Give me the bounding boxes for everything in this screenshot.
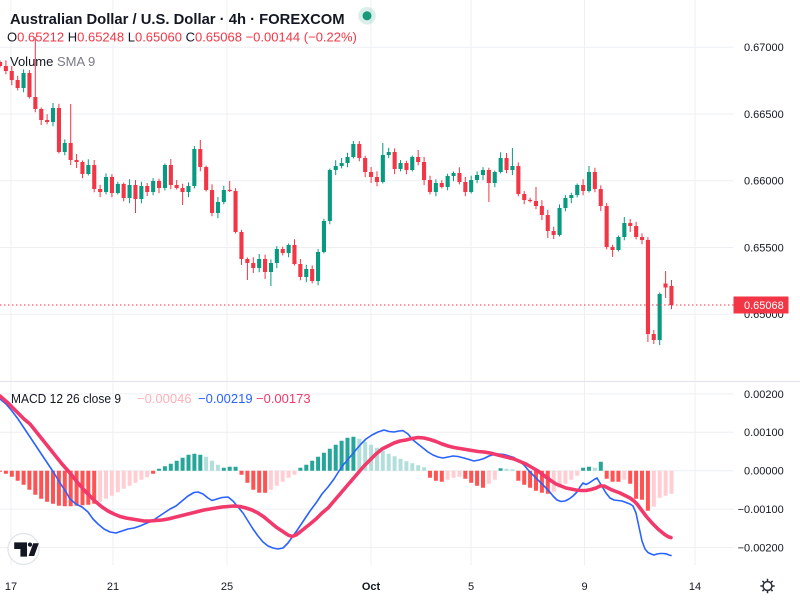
svg-text:0.65500: 0.65500	[744, 242, 784, 254]
svg-text:−0.00173: −0.00173	[256, 391, 311, 406]
svg-text:0.00200: 0.00200	[744, 389, 784, 401]
svg-text:14: 14	[689, 581, 701, 593]
svg-text:17: 17	[5, 581, 17, 593]
svg-text:0.00100: 0.00100	[744, 427, 784, 439]
svg-text:0.66500: 0.66500	[744, 109, 784, 121]
svg-text:9: 9	[581, 581, 587, 593]
svg-text:O0.65212 H0.65248 L0.65060 C0.: O0.65212 H0.65248 L0.65060 C0.65068 −0.0…	[7, 30, 357, 45]
svg-text:−0.00200: −0.00200	[738, 542, 784, 554]
svg-text:−0.00100: −0.00100	[738, 504, 784, 516]
svg-text:−0.00219: −0.00219	[198, 391, 253, 406]
svg-text:21: 21	[107, 581, 119, 593]
svg-text:5: 5	[468, 581, 474, 593]
svg-text:Australian Dollar / U.S. Dolla: Australian Dollar / U.S. Dollar · 4h · F…	[10, 12, 345, 28]
svg-text:Oct: Oct	[362, 581, 381, 593]
svg-text:25: 25	[221, 581, 233, 593]
svg-text:MACD 12 26 close 9: MACD 12 26 close 9	[11, 391, 121, 406]
svg-text:Volume SMA 9: Volume SMA 9	[10, 54, 95, 69]
svg-text:0.67000: 0.67000	[744, 42, 784, 54]
svg-text:0.66000: 0.66000	[744, 176, 784, 188]
svg-text:0.00000: 0.00000	[744, 466, 784, 478]
svg-text:0.65068: 0.65068	[744, 300, 784, 312]
svg-text:−0.00046: −0.00046	[137, 391, 192, 406]
